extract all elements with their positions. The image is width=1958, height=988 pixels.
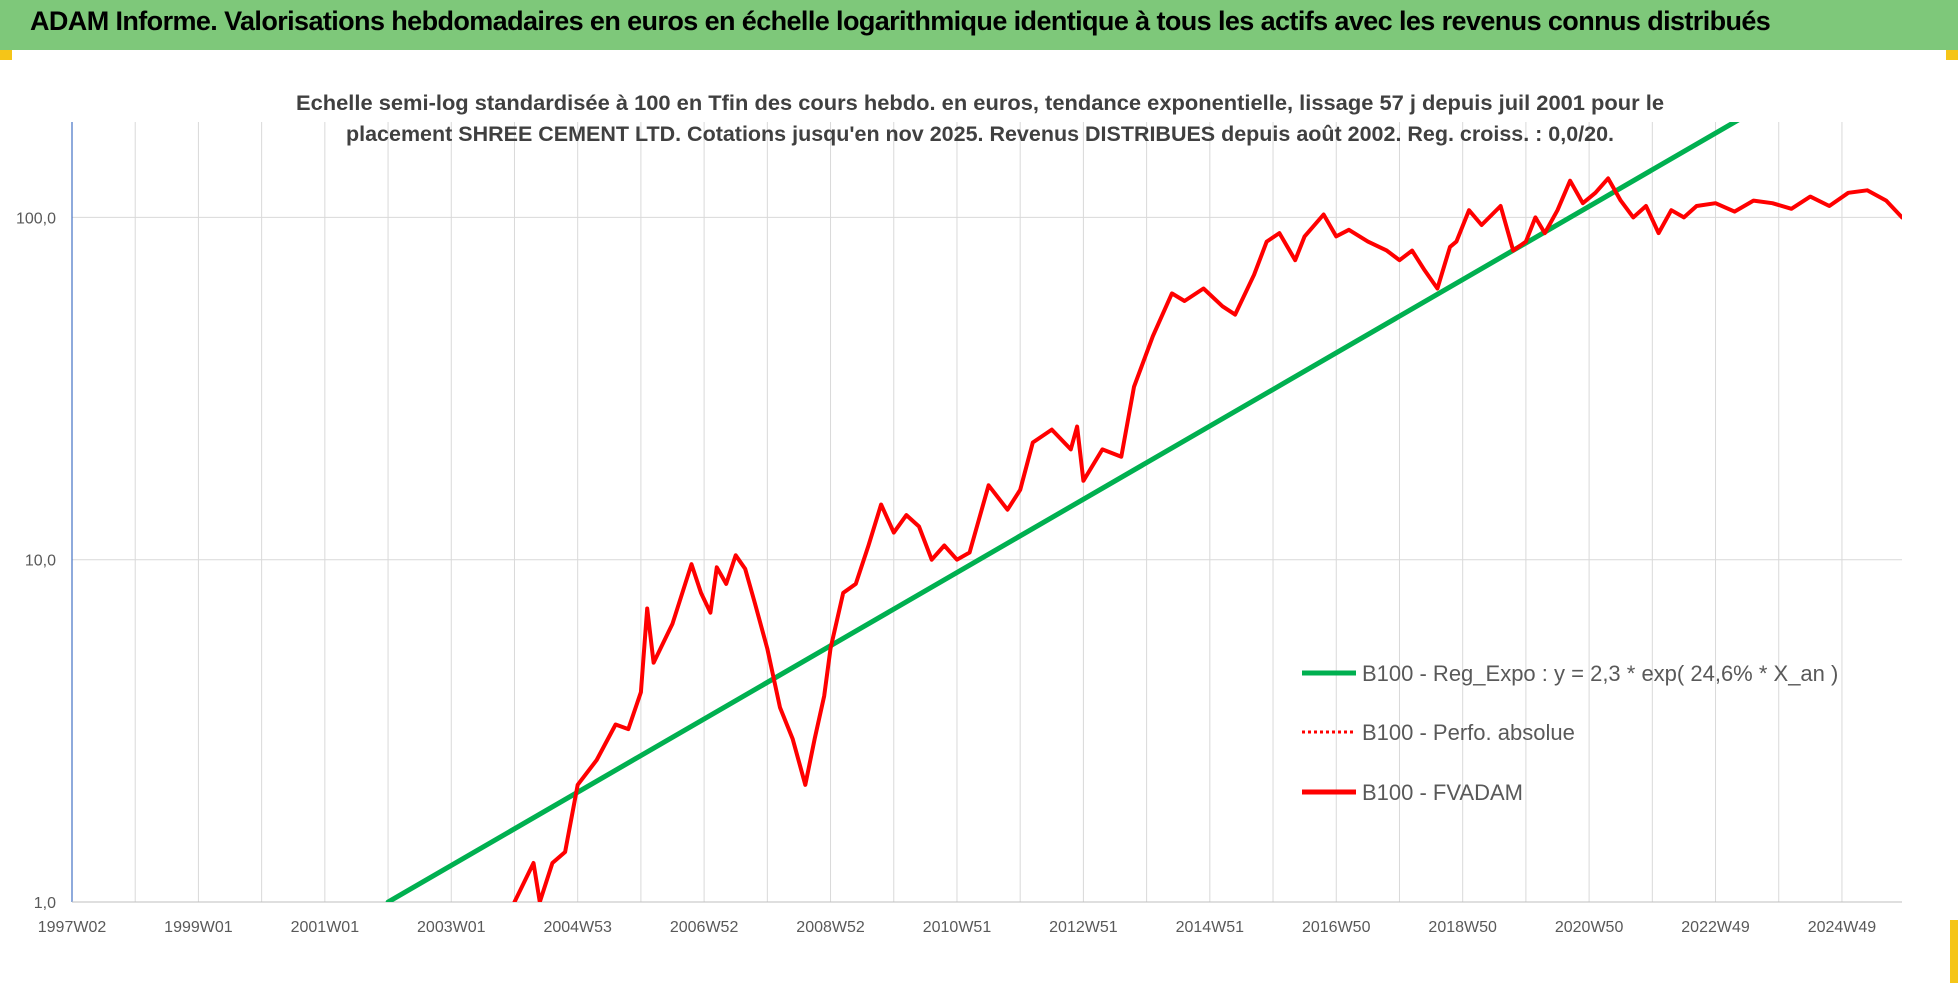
chart-title-line: Echelle semi-log standardisée à 100 en T… [296, 92, 1664, 115]
corner-marker-top-left [0, 50, 12, 60]
legend-label: B100 - FVADAM [1362, 780, 1523, 805]
x-tick-label: 2020W50 [1555, 919, 1624, 936]
legend: B100 - Reg_Expo : y = 2,3 * exp( 24,6% *… [1302, 661, 1838, 805]
grid [72, 122, 1902, 903]
legend-label: B100 - Perfo. absolue [1362, 720, 1575, 745]
x-tick-label: 2004W53 [543, 919, 612, 936]
corner-marker-bottom-right [1950, 920, 1958, 983]
x-tick-label: 2008W52 [796, 919, 865, 936]
chart-title: Echelle semi-log standardisée à 100 en T… [296, 92, 1664, 146]
y-tick-label: 1,0 [34, 895, 56, 912]
x-tick-label: 2014W51 [1176, 919, 1245, 936]
x-tick-label: 2003W01 [417, 919, 486, 936]
legend-label: B100 - Reg_Expo : y = 2,3 * exp( 24,6% *… [1362, 661, 1838, 686]
banner-title: ADAM Informe. Valorisations hebdomadaire… [30, 6, 1771, 36]
y-tick-label: 100,0 [16, 210, 56, 227]
chart-title-line: placement SHREE CEMENT LTD. Cotations ju… [346, 123, 1614, 146]
x-tick-label: 2016W50 [1302, 919, 1371, 936]
x-tick-label: 2001W01 [291, 919, 360, 936]
x-tick-label: 2024W49 [1808, 919, 1877, 936]
x-tick-label: 1999W01 [164, 919, 233, 936]
chart-area: 1,0 10,0 100,0 1997W02 1999W01 2001W01 2003W01… [0, 50, 1958, 983]
axes [71, 122, 1902, 903]
x-tick-label: 2006W52 [670, 919, 739, 936]
x-tick-label: 2018W50 [1428, 919, 1497, 936]
x-tick-label: 2010W51 [923, 919, 992, 936]
x-tick-label: 2022W49 [1681, 919, 1750, 936]
plot-lines [385, 122, 1902, 902]
chart-svg: 1,0 10,0 100,0 1997W02 1999W01 2001W01 2003W01… [16, 92, 1902, 936]
corner-marker-top-right [1946, 50, 1958, 60]
title-banner: ADAM Informe. Valorisations hebdomadaire… [0, 0, 1958, 50]
series-line-fvadam [512, 176, 1902, 902]
y-tick-label: 10,0 [25, 553, 56, 570]
tick-labels: 1,0 10,0 100,0 1997W02 1999W01 2001W01 2003W01… [16, 210, 1876, 936]
x-tick-label: 2012W51 [1049, 919, 1118, 936]
series-line-reg-expo [385, 122, 1740, 902]
x-tick-label: 1997W02 [38, 919, 107, 936]
